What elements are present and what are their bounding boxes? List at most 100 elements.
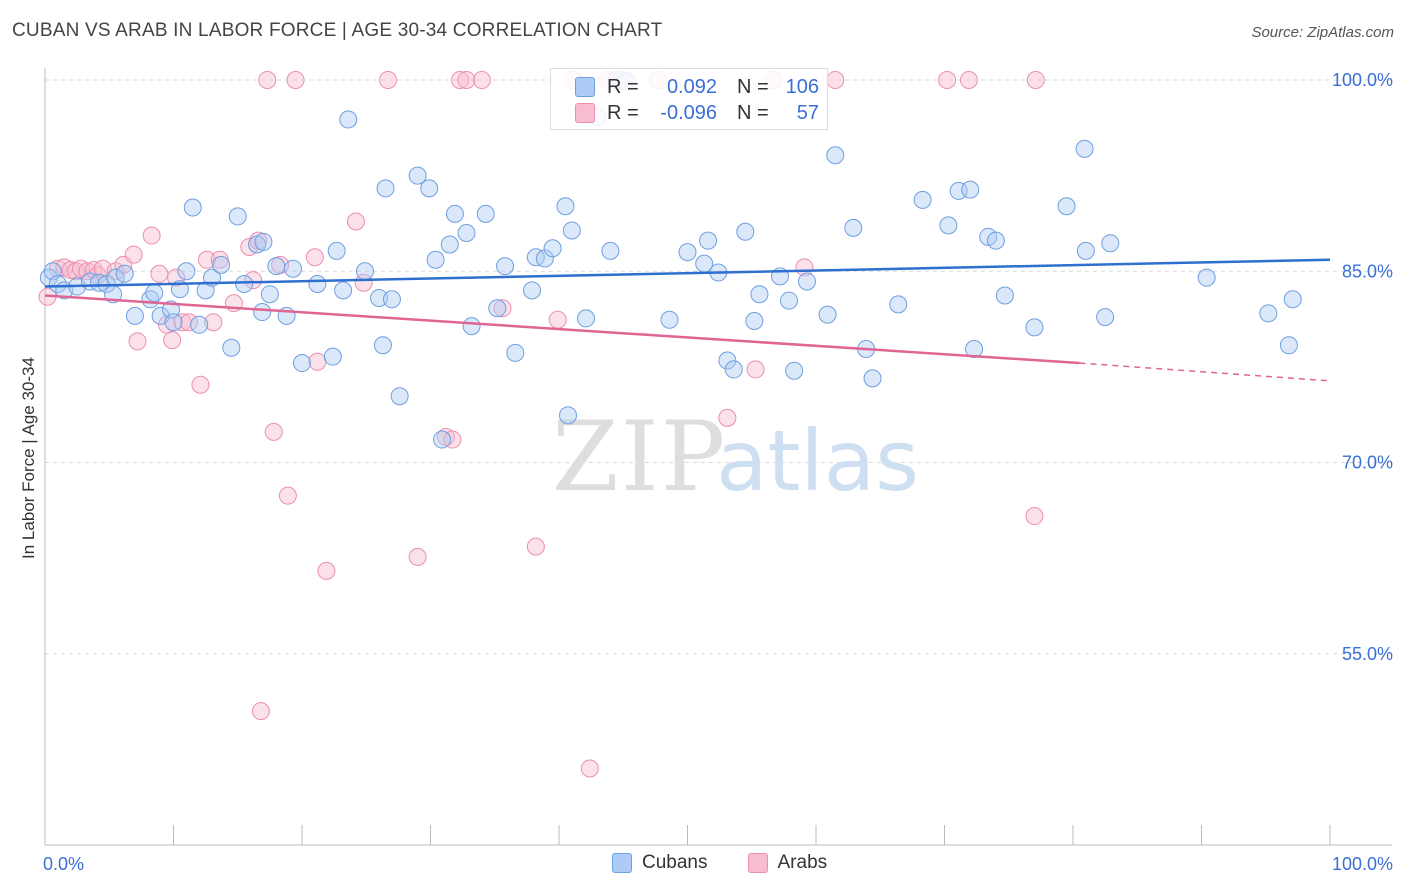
cuban-point [89,273,108,292]
cuban-point [267,257,286,276]
arabs-swatch [575,103,595,123]
tick-labels: 55.0% 70.0% 85.0% 100.0% 0.0% 100.0% [43,70,1393,874]
cuban-point [457,224,476,242]
arab-point [826,71,845,89]
n-label: N = [737,75,769,98]
cuban-point [1259,304,1278,323]
cuban-point [190,315,209,334]
cuban-point [745,311,764,330]
arab-point [493,299,512,318]
cuban-point [323,347,342,366]
cuban-point [965,340,984,359]
stats-row-cubans: R = 0.092 N = 106 [575,74,819,100]
arabs-swatch [747,853,768,873]
cuban-point [1283,290,1302,309]
n-label: N = [737,101,769,124]
cuban-point [562,221,581,240]
cuban-point [678,243,697,262]
cuban-point [445,204,464,223]
stats-box: R = 0.092 N = 106 R = -0.096 N = 57 [550,68,828,130]
cuban-point [889,295,908,314]
cuban-point [1101,234,1120,253]
arab-point [580,759,599,778]
cuban-point [308,275,327,293]
cuban-point [724,360,743,379]
cuban-point [253,303,272,322]
cuban-point [863,369,882,388]
arab-point [718,408,737,427]
cuban-point [543,239,562,258]
cuban-point [183,198,202,217]
legend-item-arabs[interactable]: Arabs [747,852,828,874]
cuban-point [293,354,311,373]
cuban-point [164,313,183,332]
cuban-point [433,430,452,449]
cuban-point [844,218,863,237]
cuban-point [1025,318,1044,337]
cuban-point [462,317,481,336]
arab-point [286,71,305,89]
legend-label-cubans: Cubans [642,852,708,873]
cuban-point [254,232,273,251]
cuban-point [125,306,144,325]
trend-lines [44,258,1331,382]
arab-point [938,71,957,89]
cuban-point [576,309,595,328]
r-value: 0.092 [666,75,717,98]
source-label: Source: ZipAtlas.com [1251,24,1394,41]
r-label: R = [607,101,639,124]
x-tick-label: 100.0% [1332,854,1393,874]
cuban-point [826,146,845,165]
arabs-points [38,71,1045,778]
legend-item-cubans[interactable]: Cubans [612,852,708,874]
cuban-point [334,281,353,300]
cuban-point [961,180,980,199]
cuban-point [382,290,401,309]
cuban-point [949,181,968,200]
stats-row-arabs: R = -0.096 N = 57 [575,100,819,126]
arab-point [264,422,283,441]
r-value: -0.096 [660,101,717,124]
cuban-point [284,259,303,278]
cuban-point [995,286,1014,305]
cuban-point [523,281,542,300]
legend-label-arabs: Arabs [777,852,828,873]
cuban-point [660,310,679,329]
y-axis-label: In Labor Force | Age 30-34 [19,357,38,559]
y-tick-label: 85.0% [1342,261,1393,281]
watermark-zip: ZIP [552,401,727,513]
cuban-point [558,406,577,425]
arab-point [1025,507,1044,526]
arab-point [251,702,270,721]
arab-point [354,273,373,292]
cuban-point [1279,336,1298,355]
cuban-point [222,338,241,357]
arab-point [346,212,365,231]
cuban-point [1057,197,1076,216]
cuban-point [235,275,254,293]
watermark: ZIP atlas [552,401,919,513]
arab-point [305,248,324,267]
arab-point [179,313,198,332]
cuban-point [476,204,495,223]
arab-point [142,226,161,245]
cuban-point [535,249,554,268]
arab-point [408,547,427,566]
grid-lines [45,79,1392,655]
arab-point [1026,71,1045,89]
cuban-point [440,235,459,254]
cuban-point [355,262,374,281]
arab-point [278,486,297,505]
arabs-trend-line [44,294,1080,365]
cuban-point [426,250,445,269]
cuban-point [212,255,231,274]
y-tick-label: 70.0% [1342,453,1393,473]
cuban-point [785,361,804,380]
r-label: R = [607,75,639,98]
arab-point [191,375,210,394]
x-tick-label: 0.0% [43,854,84,874]
arab-point [78,262,97,281]
cuban-point [177,262,196,281]
cuban-point [780,291,799,310]
